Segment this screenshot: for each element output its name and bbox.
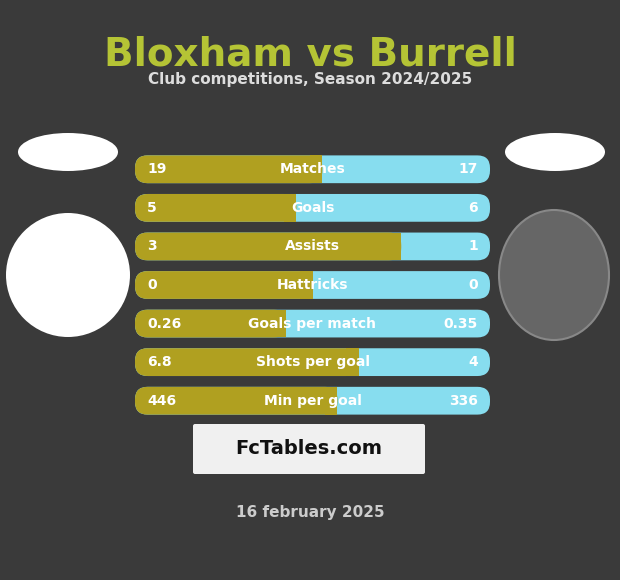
FancyBboxPatch shape [135, 233, 401, 260]
Polygon shape [274, 310, 286, 338]
Text: 0: 0 [468, 278, 478, 292]
Text: Shots per goal: Shots per goal [255, 355, 370, 369]
Text: 17: 17 [459, 162, 478, 176]
Text: 3: 3 [147, 240, 157, 253]
FancyBboxPatch shape [193, 424, 425, 474]
Text: 446: 446 [147, 394, 176, 408]
FancyBboxPatch shape [135, 348, 490, 376]
Text: 1: 1 [468, 240, 478, 253]
Polygon shape [300, 271, 312, 299]
Polygon shape [346, 348, 358, 376]
Text: Bloxham vs Burrell: Bloxham vs Burrell [104, 35, 516, 73]
Text: 5: 5 [147, 201, 157, 215]
Polygon shape [310, 155, 322, 183]
Ellipse shape [18, 133, 118, 171]
FancyBboxPatch shape [135, 387, 490, 415]
Text: 4: 4 [468, 355, 478, 369]
FancyBboxPatch shape [135, 233, 490, 260]
Text: 16 february 2025: 16 february 2025 [236, 505, 384, 520]
Text: 19: 19 [147, 162, 166, 176]
Text: Matches: Matches [280, 162, 345, 176]
Text: 336: 336 [449, 394, 478, 408]
Text: FcTables.com: FcTables.com [236, 440, 383, 459]
Text: Assists: Assists [285, 240, 340, 253]
Text: Min per goal: Min per goal [264, 394, 361, 408]
Text: 6.8: 6.8 [147, 355, 172, 369]
FancyBboxPatch shape [135, 155, 322, 183]
FancyBboxPatch shape [135, 271, 312, 299]
Polygon shape [389, 233, 401, 260]
Polygon shape [284, 194, 296, 222]
Text: Goals per match: Goals per match [249, 317, 376, 331]
Text: Club competitions, Season 2024/2025: Club competitions, Season 2024/2025 [148, 72, 472, 87]
Text: Hattricks: Hattricks [277, 278, 348, 292]
FancyBboxPatch shape [135, 155, 490, 183]
Circle shape [6, 213, 130, 337]
FancyBboxPatch shape [135, 310, 490, 338]
FancyBboxPatch shape [135, 271, 490, 299]
FancyBboxPatch shape [135, 348, 358, 376]
FancyBboxPatch shape [135, 194, 490, 222]
Text: 6: 6 [468, 201, 478, 215]
Text: Goals: Goals [291, 201, 334, 215]
Text: 0: 0 [147, 278, 157, 292]
FancyBboxPatch shape [135, 310, 286, 338]
Text: 0.26: 0.26 [147, 317, 181, 331]
Polygon shape [325, 387, 337, 415]
FancyBboxPatch shape [135, 194, 296, 222]
Text: 0.35: 0.35 [444, 317, 478, 331]
Ellipse shape [499, 210, 609, 340]
Ellipse shape [505, 133, 605, 171]
FancyBboxPatch shape [135, 387, 337, 415]
